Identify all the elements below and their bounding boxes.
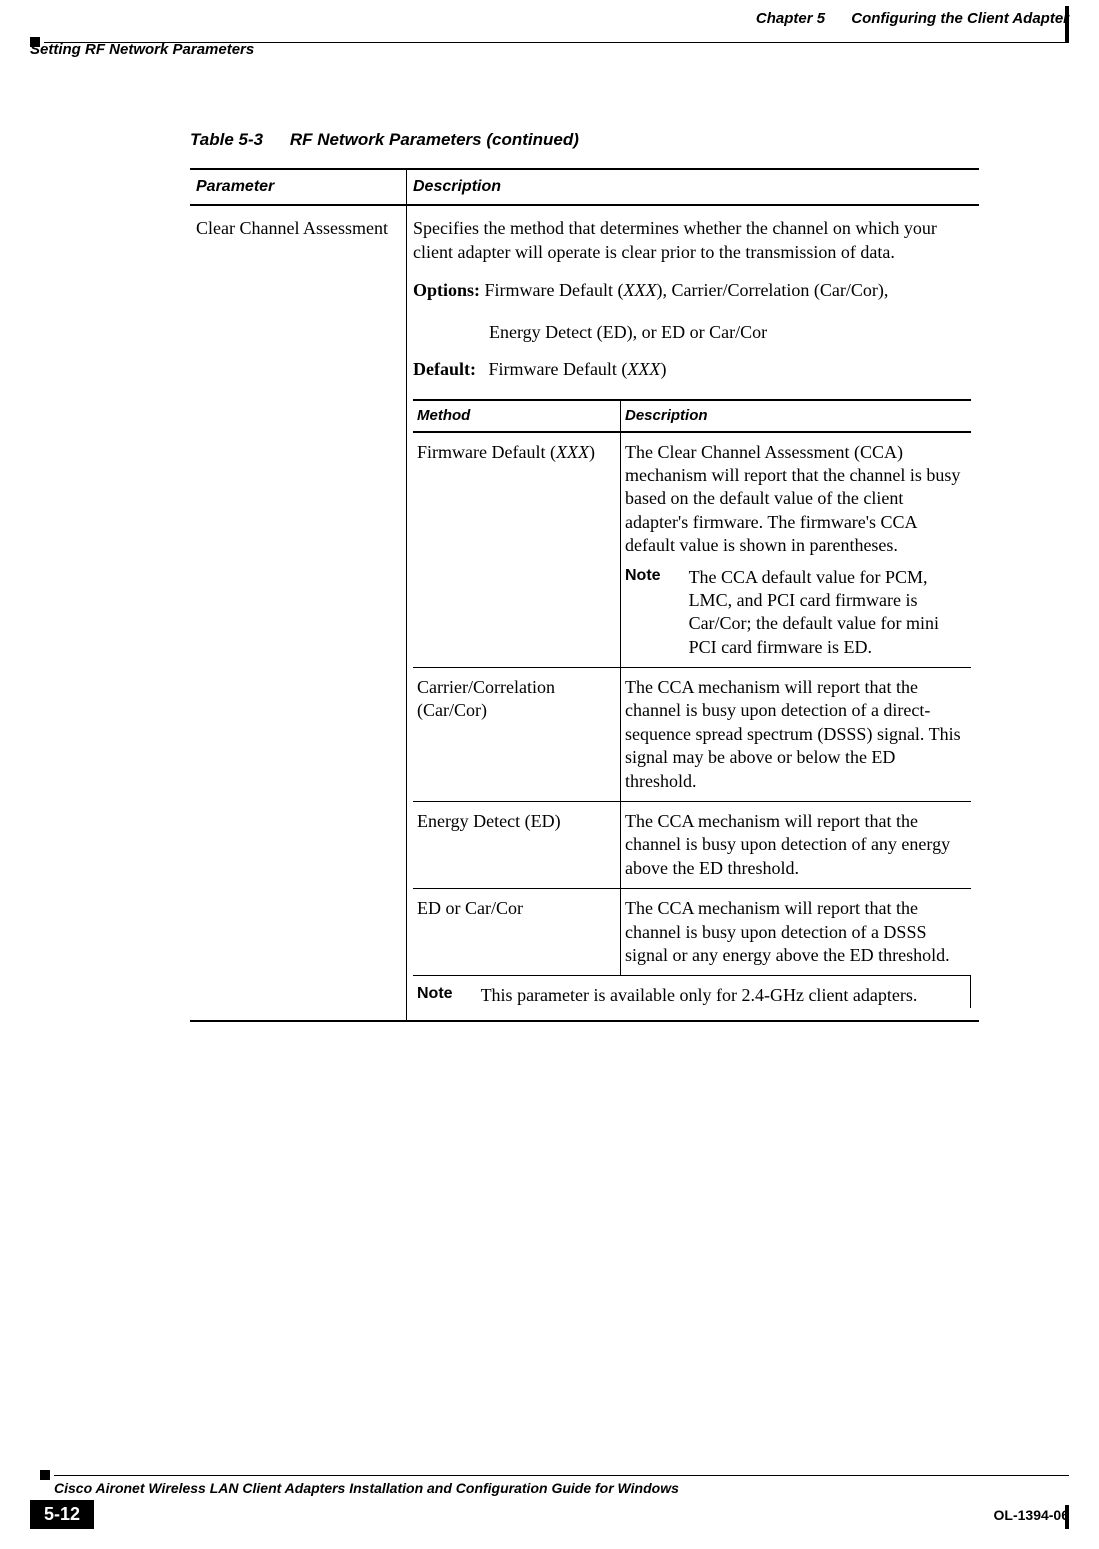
footer-note-text: This parameter is available only for 2.4… <box>481 984 918 1007</box>
inner-row: Carrier/Correlation (Car/Cor) The CCA me… <box>413 668 971 802</box>
default-line: Default: Firmware Default (XXX) <box>413 357 971 381</box>
description-cell: Specifies the method that determines whe… <box>407 205 980 1021</box>
outer-col-description: Description <box>407 169 980 205</box>
inner-col-method: Method <box>413 400 621 432</box>
options-line: Options: Firmware Default (XXX), Carrier… <box>413 278 971 302</box>
header-rule <box>44 42 1069 43</box>
inner-footer-note-row: Note This parameter is available only fo… <box>413 976 971 1008</box>
inner-row: ED or Car/Cor The CCA mechanism will rep… <box>413 889 971 976</box>
method-cell: Carrier/Correlation (Car/Cor) <box>413 668 621 802</box>
outer-col-parameter: Parameter <box>190 169 407 205</box>
method-desc-cell: The CCA mechanism will report that the c… <box>621 668 971 802</box>
book-title: Cisco Aironet Wireless LAN Client Adapte… <box>54 1480 1069 1496</box>
footer-corner-rule <box>1065 1505 1069 1529</box>
footer-note-label: Note <box>417 984 453 1007</box>
page: Chapter 5 Configuring the Client Adapter… <box>0 0 1099 1549</box>
outer-row: Clear Channel Assessment Specifies the m… <box>190 205 979 1021</box>
options-text-2: Energy Detect (ED), or ED or Car/Cor <box>489 320 971 344</box>
method-desc-cell: The CCA mechanism will report that the c… <box>621 889 971 976</box>
options-text-1: Firmware Default (XXX), Carrier/Correlat… <box>485 280 889 300</box>
table-caption: Table 5-3 RF Network Parameters (continu… <box>190 130 979 150</box>
default-value: Firmware Default (XXX) <box>488 359 666 379</box>
method-cell: ED or Car/Cor <box>413 889 621 976</box>
method-desc: The Clear Channel Assessment (CCA) mecha… <box>625 441 965 558</box>
note-label: Note <box>625 566 661 660</box>
method-desc-cell: The Clear Channel Assessment (CCA) mecha… <box>621 432 971 668</box>
inner-col-description: Description <box>621 400 971 432</box>
footer-rule <box>54 1475 1069 1476</box>
header-right: Chapter 5 Configuring the Client Adapter <box>30 10 1069 27</box>
content-area: Table 5-3 RF Network Parameters (continu… <box>190 130 979 1022</box>
table-number: Table 5-3 <box>190 130 263 149</box>
parameter-cell: Clear Channel Assessment <box>190 205 407 1021</box>
footer-bottom: 5-12 OL-1394-06 <box>30 1500 1069 1529</box>
description-para: Specifies the method that determines whe… <box>413 216 971 265</box>
outer-header-row: Parameter Description <box>190 169 979 205</box>
inner-footer-note-cell: Note This parameter is available only fo… <box>413 976 971 1008</box>
options-label: Options: <box>413 280 480 300</box>
chapter-title: Configuring the Client Adapter <box>851 10 1069 27</box>
inner-row: Energy Detect (ED) The CCA mechanism wil… <box>413 802 971 889</box>
section-title: Setting RF Network Parameters <box>30 41 1069 58</box>
inner-table: Method Description Firmware Default (XXX… <box>413 399 971 1008</box>
inner-row: Firmware Default (XXX) The Clear Channel… <box>413 432 971 668</box>
chapter-label: Chapter 5 <box>756 10 825 27</box>
method-cell: Firmware Default (XXX) <box>413 432 621 668</box>
note-text: The CCA default value for PCM, LMC, and … <box>689 566 965 660</box>
header-left-square <box>30 37 40 47</box>
method-cell: Energy Detect (ED) <box>413 802 621 889</box>
footer-square <box>40 1470 50 1480</box>
table-title: RF Network Parameters (continued) <box>290 130 579 149</box>
default-label: Default: <box>413 359 476 379</box>
page-header: Chapter 5 Configuring the Client Adapter… <box>30 10 1069 58</box>
outer-table: Parameter Description Clear Channel Asse… <box>190 168 979 1022</box>
page-number-badge: 5-12 <box>30 1500 94 1529</box>
method-desc-cell: The CCA mechanism will report that the c… <box>621 802 971 889</box>
doc-number: OL-1394-06 <box>994 1507 1069 1523</box>
note-block: Note The CCA default value for PCM, LMC,… <box>625 566 965 660</box>
inner-header-row: Method Description <box>413 400 971 432</box>
page-footer: Cisco Aironet Wireless LAN Client Adapte… <box>30 1475 1069 1529</box>
